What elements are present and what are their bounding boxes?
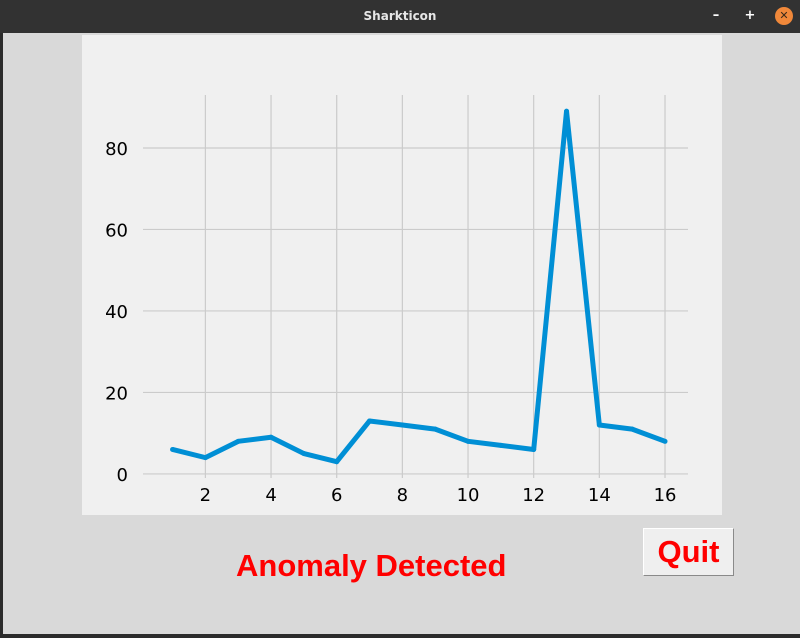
y-tick-label: 20	[105, 383, 128, 404]
data-point	[367, 418, 373, 424]
x-tick-label: 16	[654, 485, 677, 506]
data-point	[334, 459, 340, 465]
chart-panel: 2 4 6 8 10 12 14 16 0 20 40 60 80	[82, 35, 722, 515]
close-button[interactable]: ✕	[775, 7, 793, 25]
minimize-button[interactable]: –	[712, 8, 720, 23]
y-tick-label: 0	[117, 465, 128, 486]
data-point	[202, 455, 208, 461]
data-point	[531, 446, 537, 452]
x-tick-label: 10	[457, 485, 480, 506]
x-tick-label: 8	[397, 485, 408, 506]
x-tick-label: 4	[265, 485, 276, 506]
data-point	[564, 108, 570, 114]
x-tick-label: 12	[522, 485, 545, 506]
series-line	[171, 108, 666, 465]
window-border-bottom	[0, 634, 800, 638]
x-tick-label: 14	[588, 485, 611, 506]
data-point	[465, 438, 471, 444]
data-point	[235, 438, 241, 444]
window-title: Sharkticon	[363, 9, 437, 23]
y-tick-label: 40	[105, 302, 128, 323]
data-point	[596, 422, 602, 428]
data-point	[301, 451, 307, 457]
quit-button[interactable]: Quit	[643, 528, 734, 576]
data-point	[399, 422, 405, 428]
status-message: Anomaly Detected	[236, 548, 507, 583]
data-point	[629, 426, 635, 432]
y-tick-label: 80	[105, 139, 128, 160]
data-point	[662, 438, 668, 444]
data-point	[268, 434, 274, 440]
y-tick-label: 60	[105, 220, 128, 241]
x-tick-label: 6	[331, 485, 342, 506]
x-tick-label: 2	[200, 485, 211, 506]
data-point	[170, 446, 176, 452]
window-border-left	[0, 33, 3, 638]
data-point	[498, 442, 504, 448]
line-chart: 2 4 6 8 10 12 14 16 0 20 40 60 80	[105, 95, 688, 506]
title-bar: Sharkticon – + ✕	[0, 0, 800, 33]
maximize-button[interactable]: +	[744, 8, 756, 23]
data-point	[432, 426, 438, 432]
